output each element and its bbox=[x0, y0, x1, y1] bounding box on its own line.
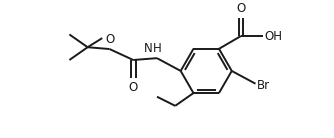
Text: O: O bbox=[236, 2, 245, 15]
Text: O: O bbox=[105, 33, 114, 46]
Text: O: O bbox=[129, 81, 138, 94]
Text: N: N bbox=[144, 42, 152, 55]
Text: OH: OH bbox=[265, 30, 283, 43]
Text: H: H bbox=[153, 42, 161, 55]
Text: Br: Br bbox=[257, 79, 271, 92]
